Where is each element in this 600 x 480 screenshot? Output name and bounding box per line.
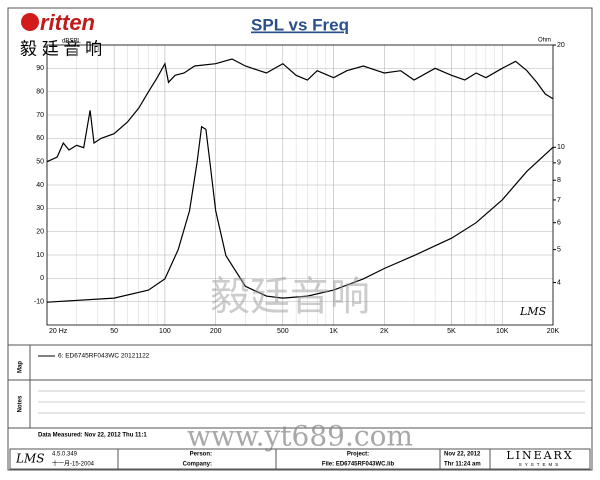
y-tick-label: 60	[36, 135, 44, 142]
footer-brand-sub: SYSTEMS	[519, 462, 562, 467]
y2-tick-label: 20	[557, 42, 565, 49]
x-tick-label: 200	[210, 328, 222, 335]
person: Person:	[190, 452, 212, 458]
file: File: ED6745RF043WC.lib	[322, 462, 395, 468]
y-tick-label: 10	[36, 252, 44, 259]
x-tick-label: 1K	[329, 328, 338, 335]
plot-frame	[46, 44, 554, 326]
x-tick-label: 5K	[447, 328, 456, 335]
watermark-url: www.yt689.com	[187, 420, 413, 453]
footer-boxes	[9, 448, 591, 470]
legend-entry: 6: ED6745RF043WC 20121122	[58, 353, 150, 360]
panel-label: Notes	[18, 395, 24, 412]
y2-tick-label: 6	[557, 220, 561, 227]
x-tick-label: 2K	[380, 328, 389, 335]
y2-axis-label: Ohm	[538, 38, 551, 44]
y-tick-label: -10	[34, 299, 44, 306]
watermark: 毅廷音响	[210, 274, 370, 320]
note-lines	[38, 390, 585, 414]
y-tick-label: 0	[40, 275, 44, 282]
y-tick-label: 80	[36, 89, 44, 96]
y2-tick-label: 7	[557, 197, 561, 204]
brand: LMS	[519, 305, 547, 318]
y2-tick-label: 9	[557, 160, 561, 167]
y2-tick-label: 4	[557, 279, 561, 286]
y-tick-label: 50	[36, 159, 44, 166]
version: 4.5.0.349	[52, 452, 78, 458]
company: Company:	[183, 462, 212, 468]
y2-tick-label: 10	[557, 144, 565, 151]
footer-logo: LMS	[15, 452, 44, 466]
chart-title: SPL vs Freq	[251, 15, 349, 34]
time: Thr 11:24 am	[444, 462, 481, 468]
x-tick-label: 500	[277, 328, 289, 335]
x-tick-label: 10K	[496, 328, 509, 335]
footer-brand: LINEARX	[506, 449, 573, 462]
series-line	[46, 125, 554, 303]
logo: ritten	[40, 10, 95, 35]
logo-cn: 毅 廷 音 响	[20, 39, 102, 58]
x-tick-label: 100	[159, 328, 171, 335]
series-line	[46, 58, 554, 163]
y-tick-label: 20	[36, 229, 44, 236]
measured: Data Measured: Nov 22, 2012 Thu 11:1	[38, 433, 147, 439]
y-tick-label: 40	[36, 182, 44, 189]
x-tick-label: 20K	[547, 328, 560, 335]
project: Project:	[347, 452, 369, 458]
y-tick-label: 70	[36, 112, 44, 119]
y2-tick-label: 8	[557, 177, 561, 184]
logo-mark	[21, 13, 39, 31]
panel-label: Map	[18, 361, 24, 373]
plot: 20 Hz 50 100 200 500 1K 2K 5K 10K 20K -10 0 10 20 30 40…	[34, 42, 565, 335]
x-tick-label: 50	[110, 328, 118, 335]
y2-tick-label: 5	[557, 246, 561, 253]
footer-date: 十一月-15-2004	[52, 460, 95, 468]
date: Nov 22, 2012	[444, 452, 481, 458]
y-tick-label: 30	[36, 205, 44, 212]
x-tick-label: 20 Hz	[49, 328, 68, 335]
y-axis-label: dBSPL	[62, 39, 81, 45]
y-tick-label: 90	[36, 65, 44, 72]
